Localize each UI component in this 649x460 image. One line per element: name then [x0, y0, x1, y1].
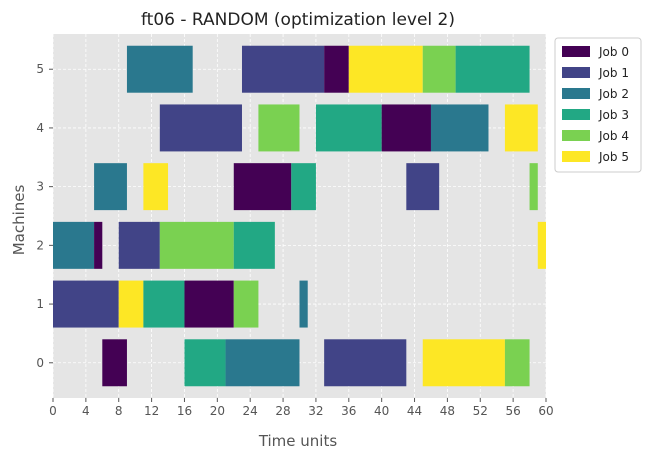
y-tick-label: 4 — [36, 121, 44, 135]
task-bar-m1-j4 — [233, 280, 259, 328]
task-bar-m4-j5 — [504, 104, 538, 152]
legend-swatch — [562, 151, 590, 162]
task-bar-m4-j3 — [315, 104, 382, 152]
x-tick-label: 16 — [177, 404, 192, 418]
task-bar-m1-j3 — [143, 280, 185, 328]
task-bar-m5-j1 — [241, 45, 325, 93]
task-bar-m0-j1 — [324, 339, 407, 387]
task-bar-m1-j5 — [118, 280, 144, 328]
x-tick-label: 40 — [374, 404, 389, 418]
task-bar-m3-j3 — [291, 163, 316, 211]
x-tick-label: 24 — [243, 404, 258, 418]
legend-swatch — [562, 46, 590, 57]
task-bar-m3-j2 — [94, 163, 127, 211]
task-bar-m0-j0 — [102, 339, 127, 387]
x-tick-label: 36 — [341, 404, 356, 418]
legend-label: Job 2 — [598, 87, 629, 101]
task-bar-m4-j1 — [159, 104, 242, 152]
x-tick-label: 12 — [144, 404, 159, 418]
y-axis-ticks: 0 1 2 3 4 5 — [36, 62, 53, 370]
x-tick-label: 20 — [210, 404, 225, 418]
task-bar-m3-j0 — [233, 163, 292, 211]
legend-label: Job 4 — [598, 129, 629, 143]
task-bar-m2-j4 — [159, 221, 234, 269]
y-tick-label: 3 — [36, 180, 44, 194]
plot-background — [53, 34, 546, 398]
task-bar-m4-j4 — [258, 104, 300, 152]
x-tick-label: 32 — [308, 404, 323, 418]
task-bar-m0-j5 — [422, 339, 505, 387]
task-bar-m5-j4 — [422, 45, 456, 93]
x-tick-label: 60 — [538, 404, 553, 418]
x-tick-label: 52 — [473, 404, 488, 418]
task-bar-m4-j0 — [381, 104, 431, 152]
x-tick-label: 4 — [82, 404, 90, 418]
x-tick-label: 0 — [49, 404, 57, 418]
task-bar-m1-j2 — [299, 280, 308, 328]
task-bar-m3-j1 — [406, 163, 440, 211]
task-bar-m2-j0 — [94, 221, 103, 269]
y-axis-label: Machines — [10, 185, 28, 256]
plot-area — [52, 34, 547, 398]
task-bar-m0-j4 — [504, 339, 530, 387]
y-tick-label: 5 — [36, 62, 44, 76]
task-bar-m3-j5 — [143, 163, 169, 211]
task-bar-m2-j2 — [53, 221, 95, 269]
legend-swatch — [562, 130, 590, 141]
x-axis-label: Time units — [258, 432, 338, 450]
x-tick-label: 56 — [505, 404, 520, 418]
legend-swatch — [562, 67, 590, 78]
task-bar-m0-j2 — [225, 339, 300, 387]
legend-label: Job 0 — [598, 45, 629, 59]
legend-swatch — [562, 88, 590, 99]
legend-label: Job 3 — [598, 108, 629, 122]
y-tick-label: 2 — [36, 238, 44, 252]
task-bar-m3-j4 — [529, 163, 538, 211]
x-tick-label: 8 — [115, 404, 123, 418]
legend: Job 0 Job 1 Job 2 Job 3 Job 4 Job 5 — [554, 37, 642, 173]
task-bars — [53, 45, 546, 387]
task-bar-m2-j1 — [118, 221, 160, 269]
y-tick-label: 1 — [36, 297, 44, 311]
task-bar-m2-j3 — [233, 221, 275, 269]
task-bar-m1-j0 — [184, 280, 234, 328]
task-bar-m0-j3 — [184, 339, 226, 387]
task-bar-m5-j5 — [348, 45, 423, 93]
task-bar-m2-j5 — [537, 221, 546, 269]
x-tick-label: 48 — [440, 404, 455, 418]
task-bar-m1-j1 — [53, 280, 119, 328]
x-tick-label: 28 — [275, 404, 290, 418]
task-bar-m5-j3 — [455, 45, 530, 93]
y-tick-label: 0 — [36, 356, 44, 370]
x-tick-label: 44 — [407, 404, 422, 418]
legend-label: Job 1 — [598, 66, 629, 80]
task-bar-m5-j2 — [126, 45, 193, 93]
task-bar-m5-j0 — [324, 45, 349, 93]
legend-label: Job 5 — [598, 150, 629, 164]
chart-title: ft06 - RANDOM (optimization level 2) — [141, 10, 455, 30]
legend-swatch — [562, 109, 590, 120]
x-axis-ticks: 0 4 8 12 16 20 24 28 32 36 40 44 48 52 56 60 — [49, 398, 554, 418]
task-bar-m4-j2 — [430, 104, 489, 152]
